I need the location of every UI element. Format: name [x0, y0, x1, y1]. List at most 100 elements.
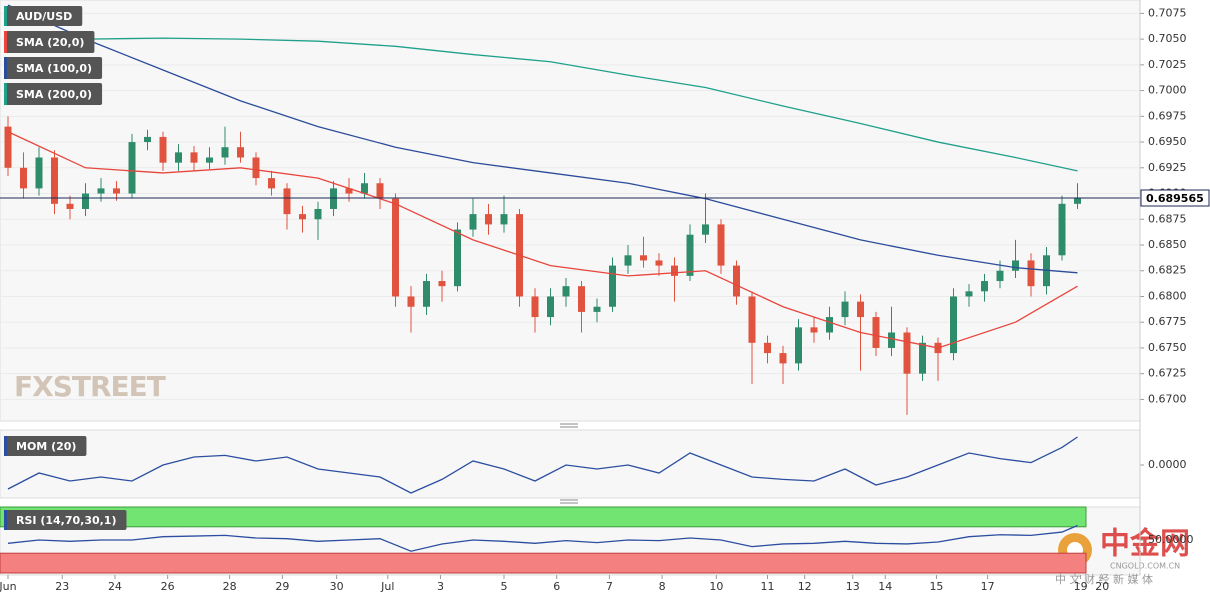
x-tick-label: 17 — [981, 580, 995, 593]
candle-body — [903, 332, 911, 374]
x-tick-label: 23 — [55, 580, 69, 593]
candle-body — [35, 157, 43, 189]
candle-body — [671, 265, 678, 276]
candle-body — [268, 178, 275, 189]
candle-body — [733, 265, 740, 297]
y-tick-label: 0.6800 — [1148, 289, 1187, 302]
candle-body — [4, 126, 12, 168]
candle-body — [345, 188, 353, 194]
panel-grip[interactable] — [560, 423, 578, 504]
legend-entry: SMA (100,0) — [4, 57, 103, 79]
y-tick-label: 0.6975 — [1148, 109, 1187, 122]
candle-body — [748, 296, 756, 343]
legend-label: MOM (20) — [16, 440, 76, 453]
candle-body — [919, 342, 926, 374]
legend-box — [4, 57, 103, 79]
candle-body — [361, 183, 368, 194]
candle-body — [283, 188, 291, 215]
candle-body — [857, 301, 864, 318]
candle-body — [655, 260, 663, 266]
legend-box — [4, 83, 103, 105]
candle-body — [562, 286, 570, 297]
sma-line — [8, 37, 1078, 172]
candle-body — [996, 270, 1004, 282]
candle-body — [795, 327, 802, 364]
candle-body — [82, 193, 89, 209]
legend-entry: RSI (14,70,30,1) — [4, 510, 127, 530]
x-tick-label: 24 — [108, 580, 122, 593]
candle-body — [547, 296, 554, 318]
y-tick-label: 0.6875 — [1148, 212, 1187, 225]
x-tick-label: 30 — [330, 580, 344, 593]
legend-swatch — [4, 83, 7, 105]
indicator-line — [7, 436, 1078, 494]
candle-body — [686, 234, 694, 276]
candle-body — [578, 286, 585, 312]
mom-panel — [0, 429, 1141, 499]
candle-body — [423, 281, 430, 307]
main-panel — [0, 0, 1141, 422]
last-price-label: 0.689565 — [1146, 192, 1204, 205]
y-tick-label: 0.0000 — [1148, 458, 1187, 471]
indicator-line — [7, 524, 1078, 552]
legend-entry: AUD/USD — [4, 6, 83, 26]
y-tick-label: 0.6725 — [1148, 367, 1187, 380]
candle-body — [1058, 203, 1066, 256]
watermark: FXSTREET — [14, 370, 166, 403]
x-tick-label: 13 — [846, 580, 860, 593]
x-tick-label: 5 — [501, 580, 508, 593]
x-tick-label: Jun — [0, 580, 17, 593]
candle-body — [981, 281, 988, 292]
x-tick-label: Jul — [380, 580, 394, 593]
logo-tagline: 中 文 财 经 新 媒 体 — [1055, 572, 1153, 586]
y-tick-label: 0.6750 — [1148, 341, 1187, 354]
candle-body — [717, 224, 725, 266]
x-tick-label: 12 — [798, 580, 812, 593]
y-tick-label: 0.6700 — [1148, 392, 1187, 405]
legend-swatch — [4, 6, 7, 26]
y-tick-label: 0.6825 — [1148, 264, 1187, 277]
legend-swatch — [4, 436, 7, 456]
sma-line — [7, 131, 1078, 349]
y-tick-label: 0.7000 — [1148, 84, 1187, 97]
candle-body — [20, 167, 27, 189]
candle-body — [113, 188, 120, 194]
legend-box — [4, 436, 87, 456]
x-tick-label: 7 — [606, 580, 613, 593]
candle-body — [438, 281, 446, 287]
x-tick-label: 26 — [161, 580, 175, 593]
candle-body — [237, 147, 244, 158]
candle-body — [175, 152, 182, 163]
legend-box — [4, 31, 95, 53]
candle-body — [144, 136, 151, 143]
y-tick-label: 0.6850 — [1148, 238, 1187, 251]
candle-body — [454, 229, 461, 287]
y-tick-label: 0.7025 — [1148, 58, 1187, 71]
y-tick-label: 0.6925 — [1148, 161, 1187, 174]
x-tick-label: 11 — [761, 580, 775, 593]
candle-body — [624, 255, 632, 266]
candle-body — [872, 317, 880, 348]
candle-body — [593, 306, 601, 312]
legend-label: SMA (200,0) — [16, 88, 92, 101]
legend-entry: SMA (20,0) — [4, 31, 95, 53]
candle-body — [1074, 197, 1081, 204]
x-tick-label: 15 — [929, 580, 943, 593]
x-tick-label: 28 — [223, 580, 237, 593]
logo-name: 中金网 — [1100, 527, 1190, 562]
candle-body — [97, 188, 105, 194]
candle-body — [206, 157, 213, 163]
candle-body — [376, 183, 384, 199]
candle-body — [950, 296, 957, 354]
candle-body — [469, 214, 477, 230]
candle-body — [407, 296, 415, 307]
x-tick-label: 10 — [709, 580, 723, 593]
candle-body — [500, 214, 508, 225]
x-tick-label: 20 — [1095, 580, 1109, 593]
candle-body — [485, 214, 492, 225]
legend-entry: SMA (200,0) — [4, 83, 103, 105]
y-tick-label: 0.7050 — [1148, 32, 1187, 45]
y-tick-label: 0.6950 — [1148, 135, 1187, 148]
legend-label: RSI (14,70,30,1) — [16, 514, 116, 527]
candle-body — [330, 188, 337, 209]
